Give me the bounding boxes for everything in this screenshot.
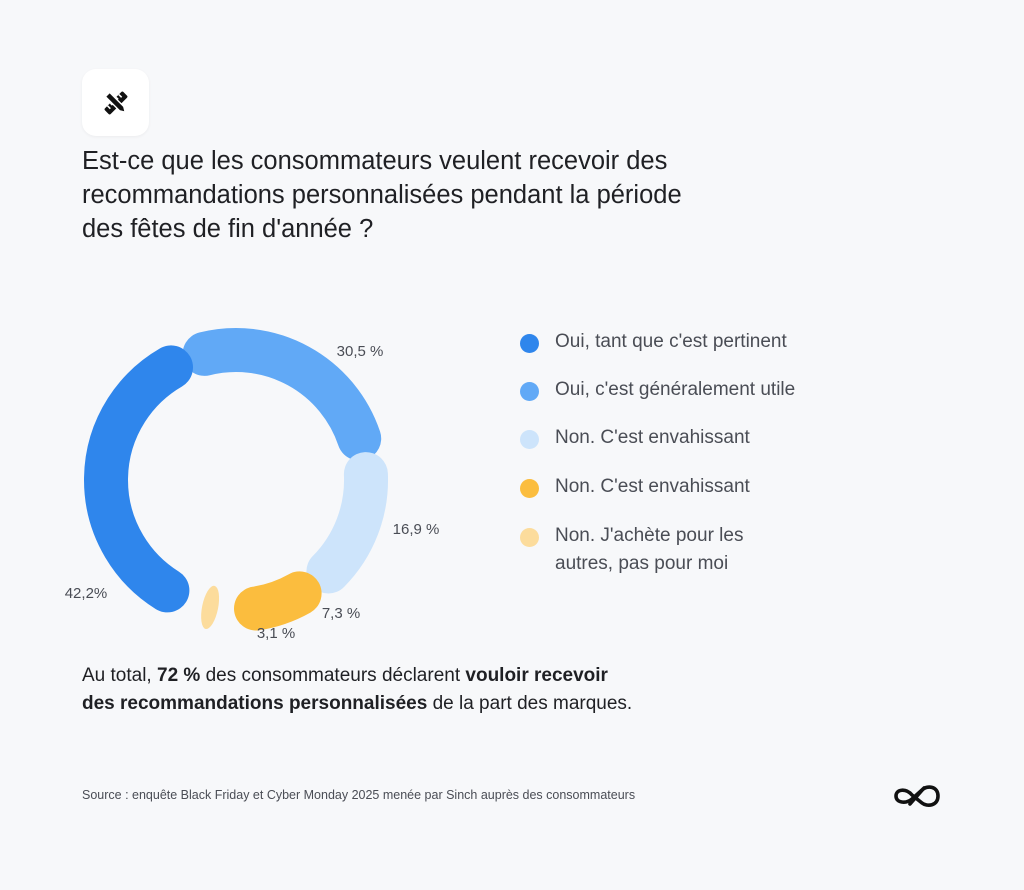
header-icon-tile — [82, 69, 149, 136]
page-title: Est-ce que les consommateurs veulent rec… — [82, 144, 802, 246]
title-line-3: des fêtes de fin d'année ? — [82, 215, 374, 243]
legend-item: Oui, tant que c'est pertinent — [520, 328, 787, 356]
source-note: Source : enquête Black Friday et Cyber M… — [82, 788, 636, 802]
summary-line-1: Au total, 72 % des consommateurs déclare… — [82, 662, 782, 690]
legend-label: Non. J'achète pour les autres, pas pour … — [555, 522, 743, 578]
legend-label-line: Oui, c'est généralement utile — [555, 379, 796, 400]
legend-label-line: Oui, tant que c'est pertinent — [555, 331, 787, 352]
legend-label: Oui, c'est généralement utile — [555, 376, 795, 404]
legend-label-line: Non. C'est envahissant — [555, 427, 750, 448]
legend-item: Non. C'est envahissant — [520, 424, 750, 452]
donut-segment — [84, 345, 193, 613]
donut-chart: 30,5 % 16,9 % 7,3 % 3,1 % 42,2% — [65, 328, 440, 640]
data-label: 7,3 % — [322, 605, 360, 622]
title-line-1: Est-ce que les consommateurs veulent rec… — [82, 147, 668, 175]
donut-segment — [306, 452, 388, 594]
summary-line-2: des recommandations personnalisées de la… — [82, 690, 782, 718]
summary-text: Au total, 72 % des consommateurs déclare… — [82, 662, 782, 718]
summary-highlight: 72 % — [157, 665, 201, 686]
data-label: 16,9 % — [393, 521, 440, 538]
legend-item: Non. C'est envahissant — [520, 473, 750, 501]
legend-swatch — [520, 382, 539, 401]
sinch-logo-icon — [894, 785, 940, 807]
legend-label: Non. C'est envahissant — [555, 424, 750, 452]
data-label: 3,1 % — [257, 625, 295, 640]
legend-swatch — [520, 479, 539, 498]
legend-label-line: Non. J'achète pour les — [555, 525, 744, 546]
legend-item: Oui, c'est généralement utile — [520, 376, 795, 404]
legend-swatch — [520, 528, 539, 547]
legend-swatch — [520, 334, 539, 353]
data-label: 42,2% — [65, 585, 108, 602]
legend-swatch — [520, 430, 539, 449]
legend-label-line: autres, pas pour moi — [555, 553, 729, 574]
pencil-ruler-icon — [103, 90, 127, 114]
summary-text-part: Au total, — [82, 665, 157, 686]
summary-highlight: des recommandations personnalisées — [82, 693, 428, 714]
title-line-2: recommandations personnalisées pendant l… — [82, 181, 682, 209]
donut-segment — [182, 328, 382, 461]
legend-item: Non. J'achète pour les autres, pas pour … — [520, 522, 743, 578]
donut-segment — [234, 571, 322, 631]
legend-label-line: Non. C'est envahissant — [555, 476, 750, 497]
legend-label: Non. C'est envahissant — [555, 473, 750, 501]
legend-label: Oui, tant que c'est pertinent — [555, 328, 787, 356]
summary-text-part: de la part des marques. — [427, 693, 633, 714]
data-label: 30,5 % — [337, 343, 384, 360]
donut-segment — [201, 585, 220, 630]
summary-highlight: vouloir recevoir — [465, 665, 608, 686]
summary-text-part: des consommateurs déclarent — [200, 665, 466, 686]
